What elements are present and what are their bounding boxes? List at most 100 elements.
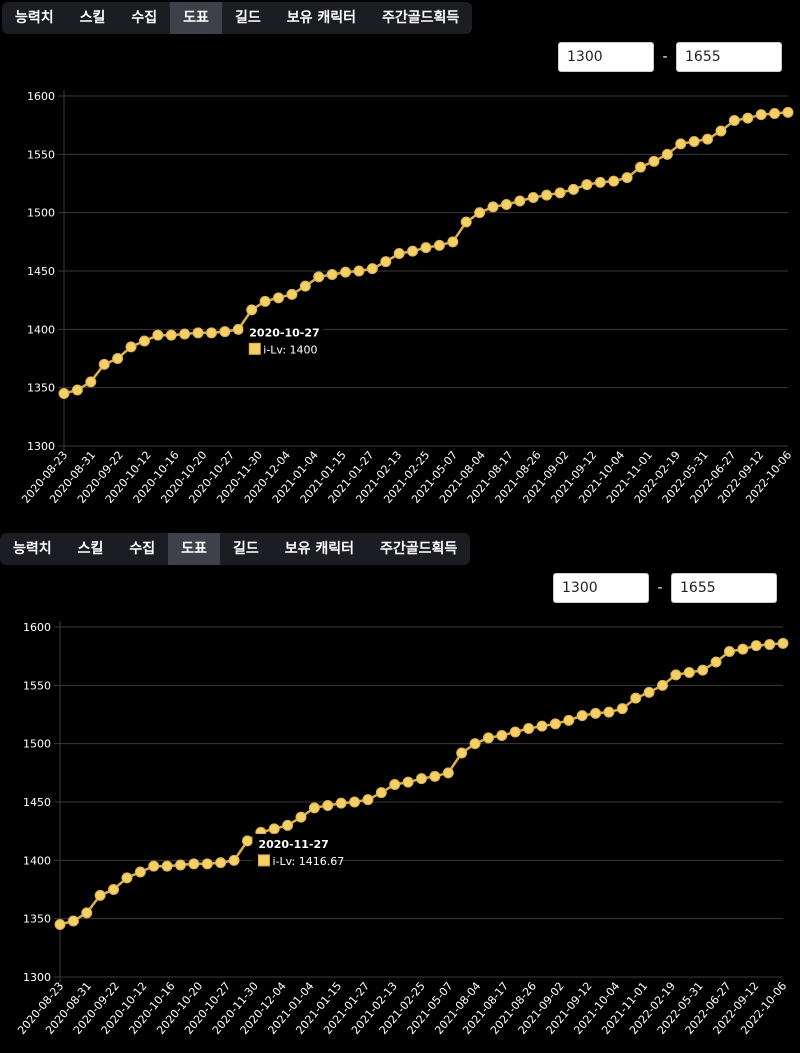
data-point xyxy=(657,679,668,691)
y-tick-label: 1450 xyxy=(23,796,51,809)
data-point xyxy=(670,669,682,681)
data-point xyxy=(697,664,709,676)
tooltip-background xyxy=(252,833,333,872)
data-point xyxy=(138,335,150,347)
data-point xyxy=(393,248,405,259)
data-point xyxy=(340,266,352,278)
data-point xyxy=(460,216,472,228)
data-point xyxy=(496,730,508,741)
item-level-chart: 13001350140014501500155016002020-08-2320… xyxy=(19,90,794,506)
data-point xyxy=(326,269,338,280)
data-point xyxy=(514,195,526,207)
data-point xyxy=(594,176,606,188)
tab-chart[interactable]: 도표 xyxy=(168,533,220,565)
data-point xyxy=(58,388,70,399)
data-point xyxy=(125,341,137,353)
data-point xyxy=(742,112,754,124)
y-tick-label: 1300 xyxy=(23,971,51,984)
data-point xyxy=(134,866,146,878)
tab-owned-characters[interactable]: 보유 캐릭터 xyxy=(286,10,356,26)
data-point xyxy=(98,358,110,370)
data-point xyxy=(469,738,481,750)
data-point xyxy=(683,667,695,678)
data-point xyxy=(108,884,120,895)
data-point xyxy=(402,776,414,788)
data-point xyxy=(648,155,660,167)
range-min-input[interactable] xyxy=(553,573,649,603)
data-point xyxy=(420,242,432,254)
data-point xyxy=(71,384,83,396)
data-point xyxy=(54,919,66,930)
data-point xyxy=(246,304,258,316)
data-point xyxy=(603,706,615,718)
data-point xyxy=(710,656,722,668)
data-point xyxy=(295,811,307,823)
data-point xyxy=(268,823,280,835)
tab-stats[interactable]: 능력치 xyxy=(15,10,54,26)
y-tick-label: 1450 xyxy=(27,265,55,278)
tab-bar: 능력치 스킬 수집 도표 길드 보유 캐릭터 주간골드획득 xyxy=(0,533,471,565)
y-tick-label: 1500 xyxy=(27,207,55,220)
data-point xyxy=(380,256,392,268)
data-point xyxy=(456,747,468,759)
tab-collection[interactable]: 수집 xyxy=(129,541,156,557)
y-tick-label: 1350 xyxy=(23,913,51,926)
tab-skills[interactable]: 스킬 xyxy=(79,10,106,26)
tab-owned-characters[interactable]: 보유 캐릭터 xyxy=(284,541,354,557)
data-point xyxy=(541,189,553,201)
chart-tooltip: 2020-11-27 i-Lv: 1416.67 xyxy=(252,833,344,872)
y-tick-label: 1600 xyxy=(27,90,55,103)
tab-guild[interactable]: 길드 xyxy=(234,10,261,26)
y-tick-label: 1400 xyxy=(27,323,55,336)
data-point xyxy=(750,640,762,652)
data-point xyxy=(608,175,620,187)
data-point xyxy=(313,271,325,283)
data-point xyxy=(482,732,494,744)
data-point xyxy=(322,800,334,811)
data-point xyxy=(228,854,240,866)
item-level-chart: 13001350140014501500155016002020-08-2320… xyxy=(15,621,789,1037)
data-point xyxy=(447,236,459,248)
data-point xyxy=(554,187,566,199)
tab-weekly-gold[interactable]: 주간골드획득 xyxy=(379,541,458,557)
data-point xyxy=(737,643,749,655)
data-point xyxy=(335,797,347,809)
range-max-input[interactable] xyxy=(671,573,777,603)
data-point xyxy=(85,376,97,388)
tab-chart[interactable]: 도표 xyxy=(170,2,222,34)
data-point xyxy=(112,353,124,364)
tab-stats[interactable]: 능력치 xyxy=(13,541,52,557)
y-tick-label: 1600 xyxy=(23,621,51,634)
chart-tooltip: 2020-10-27 i-Lv: 1400 xyxy=(243,322,324,361)
tab-guild[interactable]: 길드 xyxy=(232,541,259,557)
data-point xyxy=(94,889,106,901)
data-point xyxy=(165,329,177,341)
tab-weekly-gold[interactable]: 주간골드획득 xyxy=(381,10,460,26)
range-max-input[interactable] xyxy=(676,42,782,72)
data-point xyxy=(769,108,781,119)
data-point xyxy=(273,292,285,304)
level-range-filter: - xyxy=(558,42,782,72)
data-point xyxy=(702,133,714,145)
data-point xyxy=(67,915,79,927)
data-point xyxy=(764,639,776,650)
chart-panel-2: 능력치 스킬 수집 도표 길드 보유 캐릭터 주간골드획득 - 1300 1350… xyxy=(0,531,800,1053)
tab-collection[interactable]: 수집 xyxy=(131,10,158,26)
data-point xyxy=(389,779,401,790)
data-point xyxy=(755,109,767,121)
data-point xyxy=(175,859,186,871)
data-point xyxy=(192,327,204,339)
level-range-filter: - xyxy=(553,573,777,603)
data-point xyxy=(429,770,441,782)
data-point xyxy=(201,858,213,870)
data-point xyxy=(152,329,164,341)
data-point xyxy=(688,136,700,147)
data-point xyxy=(563,714,575,726)
data-point xyxy=(487,201,499,213)
tab-skills[interactable]: 스킬 xyxy=(77,541,104,557)
range-min-input[interactable] xyxy=(558,42,654,72)
data-point xyxy=(777,637,789,649)
data-point xyxy=(635,161,647,173)
data-point xyxy=(349,796,361,808)
tooltip-label: i-Lv: 1400 xyxy=(263,343,317,356)
